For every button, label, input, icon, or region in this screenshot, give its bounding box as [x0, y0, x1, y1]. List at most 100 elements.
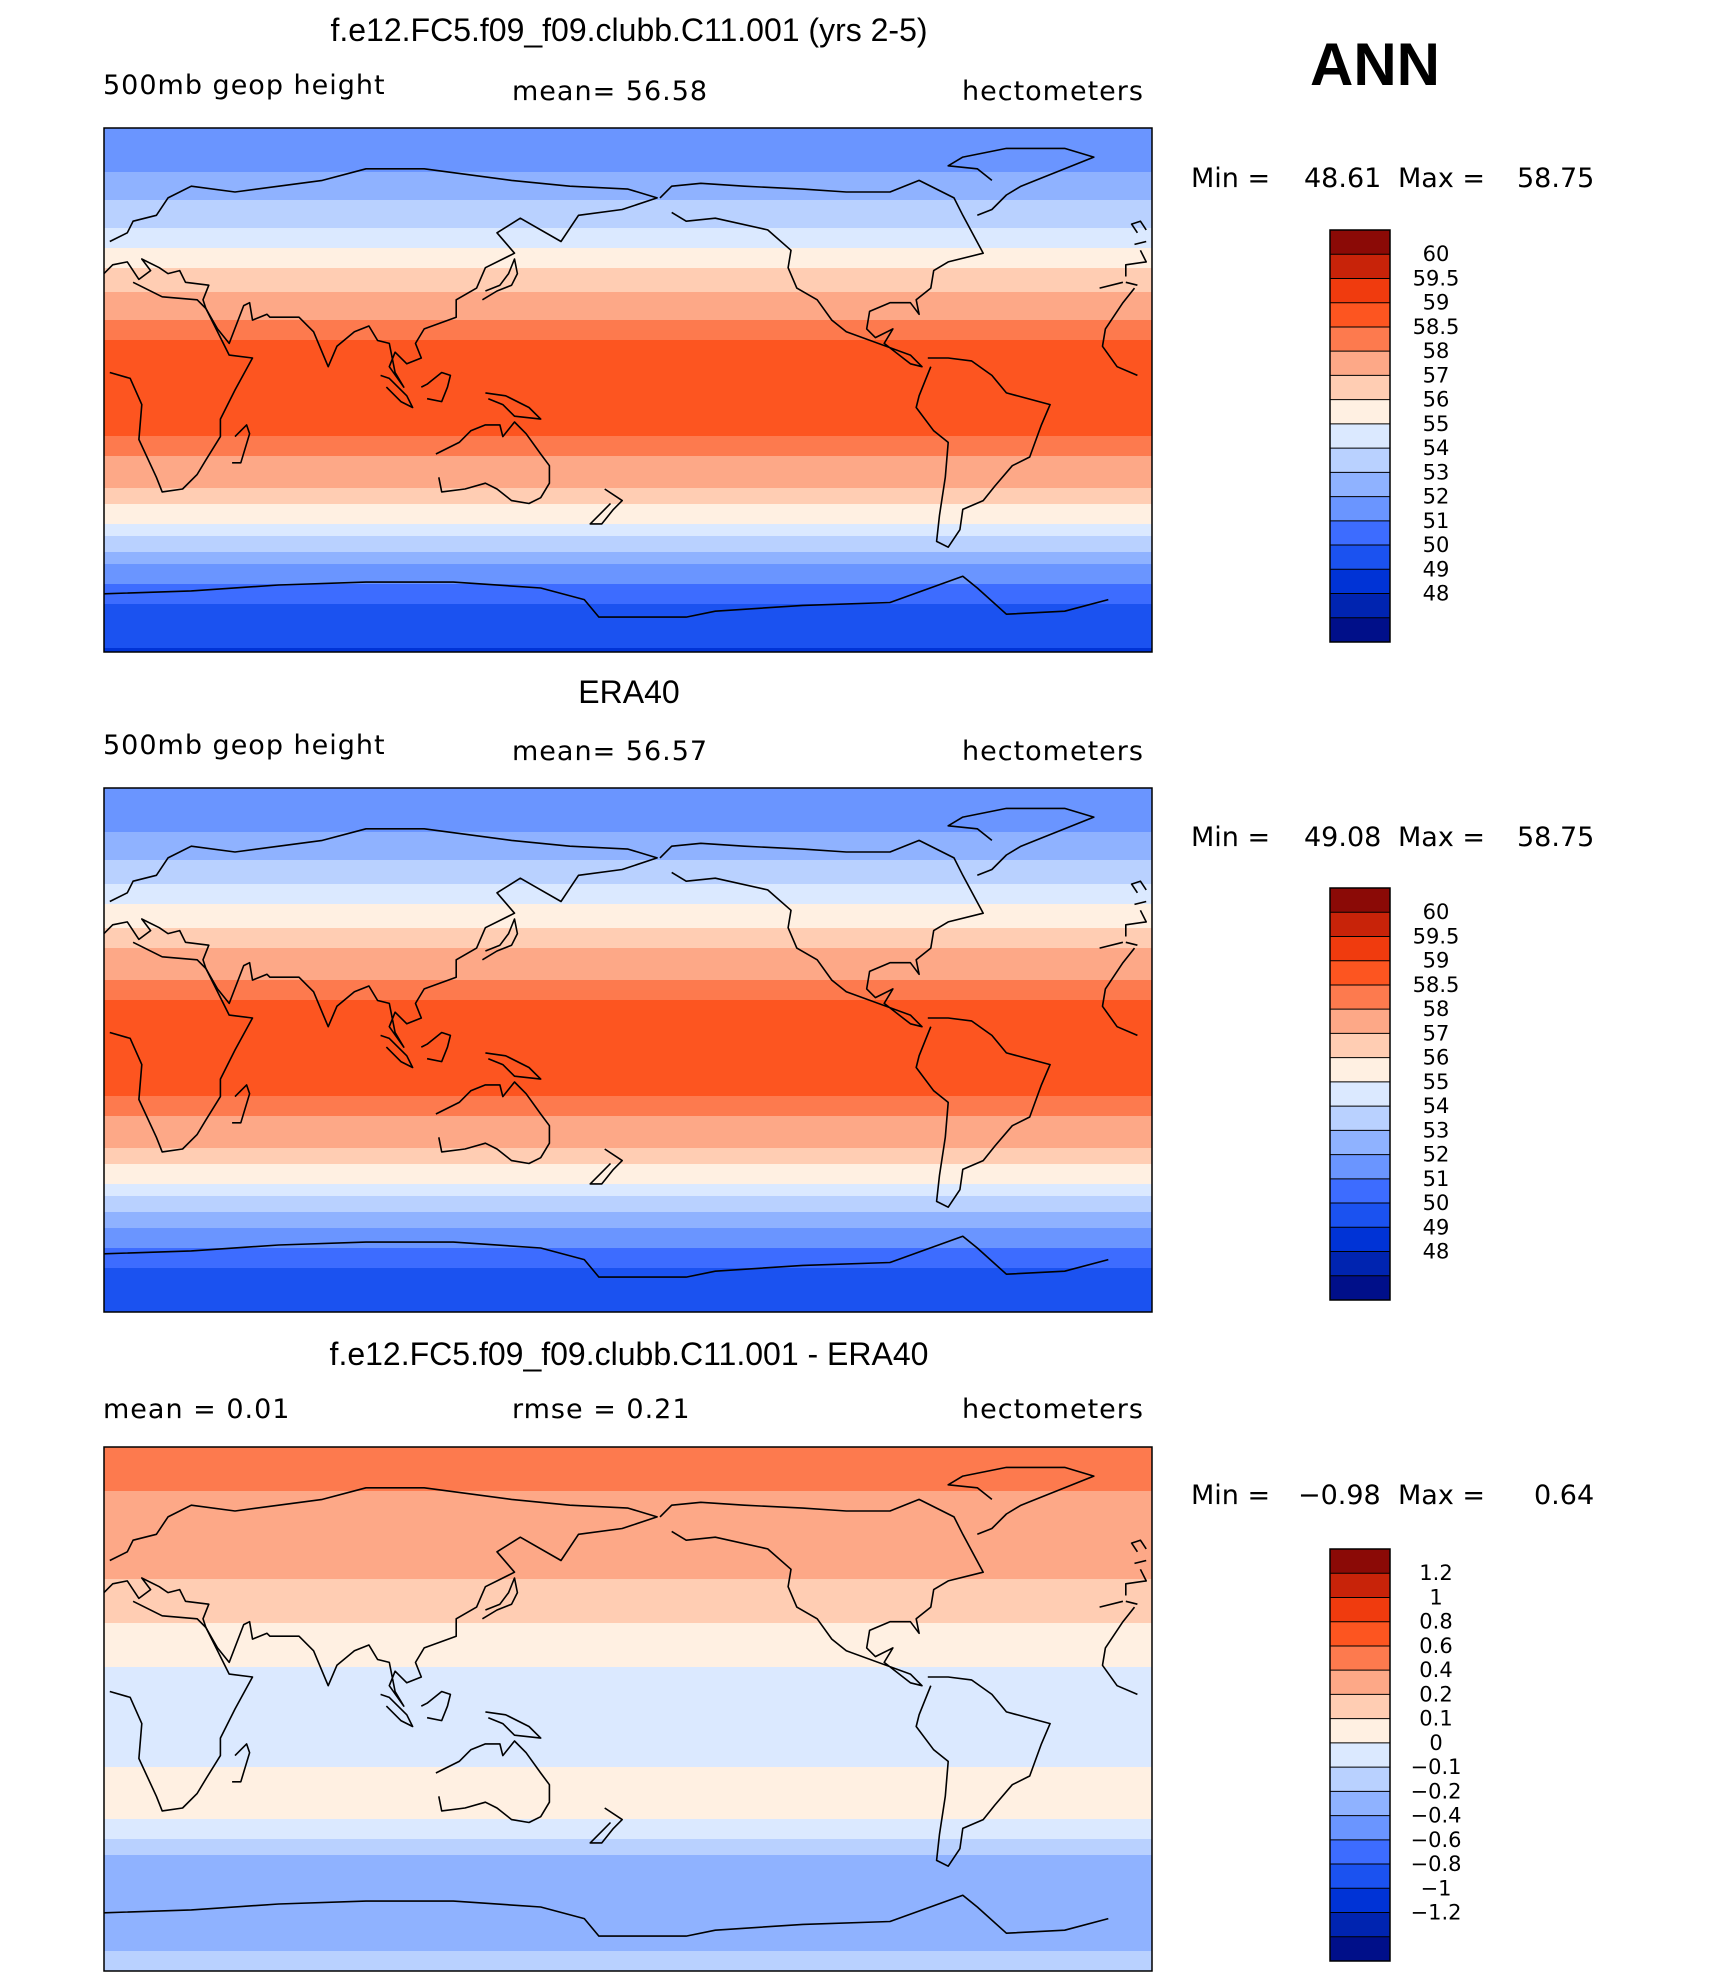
map-band: [104, 1503, 1152, 1508]
map-band: [104, 524, 1152, 529]
map-band: [104, 448, 1152, 453]
map-band: [104, 1851, 1152, 1856]
map-band: [104, 1679, 1152, 1684]
coastline-sumatra: [380, 1693, 414, 1728]
map-band: [104, 896, 1152, 901]
panel-1-variable-label: 500mb geop height: [103, 70, 386, 101]
map-band: [104, 1012, 1152, 1017]
colorbar-swatch: [1330, 1864, 1390, 1889]
colorbar-swatch: [1330, 960, 1390, 986]
map-band: [104, 848, 1152, 853]
map-band: [104, 980, 1152, 985]
colorbar-tick-label: 49: [1423, 557, 1450, 581]
map-band: [104, 864, 1152, 869]
colorbar-swatch: [1330, 936, 1390, 962]
coastline-antarctica: [103, 1894, 1109, 1937]
map-band: [104, 796, 1152, 801]
map-band: [104, 1575, 1152, 1580]
map-band: [104, 596, 1152, 601]
map-band: [104, 144, 1152, 149]
map-band: [104, 1815, 1152, 1820]
map-band: [104, 436, 1152, 441]
map-band: [104, 512, 1152, 517]
colorbar-swatch: [1330, 984, 1390, 1010]
map-band: [104, 948, 1152, 953]
map-band: [104, 968, 1152, 973]
map-band: [104, 1228, 1152, 1233]
map-band: [104, 880, 1152, 885]
coastline-europe-asia: [1125, 941, 1138, 946]
map-band: [104, 824, 1152, 829]
map-band: [104, 1919, 1152, 1924]
map-band: [104, 136, 1152, 141]
colorbar-swatch: [1330, 1839, 1390, 1865]
coastline-uk: [1130, 220, 1147, 234]
colorbar-swatch: [1330, 1573, 1390, 1598]
colorbar-swatch: [1330, 448, 1390, 473]
map-band: [104, 1248, 1152, 1253]
coastline-africa: [109, 1600, 254, 1812]
map-band: [104, 532, 1152, 537]
map-band: [104, 1711, 1152, 1716]
map-band: [104, 1647, 1152, 1652]
map-band: [104, 276, 1152, 281]
map-band: [104, 1947, 1152, 1952]
map-band: [104, 164, 1152, 169]
panel-1-max-value: 58.75: [1517, 163, 1595, 194]
map-band: [104, 1020, 1152, 1025]
panel-3-max-value: 0.64: [1534, 1480, 1595, 1511]
map-band: [104, 1583, 1152, 1588]
colorbar-swatch: [1330, 1130, 1390, 1155]
colorbar-frame: [1329, 229, 1391, 643]
map-band: [104, 432, 1152, 437]
map-band: [104, 268, 1152, 273]
colorbar-swatch: [1330, 912, 1390, 937]
map-band: [104, 800, 1152, 805]
map-band: [104, 1907, 1152, 1912]
colorbar-swatch: [1330, 472, 1390, 497]
map-band: [104, 1128, 1152, 1133]
colorbar-swatch: [1330, 593, 1390, 619]
map-band: [104, 1747, 1152, 1752]
map-band: [104, 852, 1152, 857]
map-band: [104, 1080, 1152, 1085]
map-band: [104, 1304, 1152, 1309]
map-band: [104, 1935, 1152, 1940]
map-band: [104, 1200, 1152, 1205]
map-band: [104, 1455, 1152, 1460]
map-band: [104, 1787, 1152, 1792]
map-band: [104, 236, 1152, 241]
coastline-south-america: [915, 1676, 1051, 1867]
map-band: [104, 1487, 1152, 1492]
map-band: [104, 916, 1152, 921]
map-band: [104, 396, 1152, 401]
coastline-new-guinea: [485, 1052, 542, 1080]
colorbar-swatch: [1330, 1888, 1390, 1913]
map-band: [104, 636, 1152, 641]
map-band: [104, 384, 1152, 389]
panel-1-title: f.e12.FC5.f09_f09.clubb.C11.001 (yrs 2-5…: [330, 12, 928, 48]
map-band: [104, 1244, 1152, 1249]
map-band: [104, 1519, 1152, 1524]
map-band: [104, 1208, 1152, 1213]
map-band: [104, 420, 1152, 425]
map-band: [104, 856, 1152, 861]
map-band: [104, 1268, 1152, 1273]
map-band: [104, 464, 1152, 469]
coastline-south-america: [915, 357, 1051, 548]
panel-1-max-label: Max =: [1398, 163, 1486, 194]
map-band: [104, 168, 1152, 173]
map-band: [104, 1627, 1152, 1632]
map-band: [104, 1691, 1152, 1696]
map-band: [104, 1779, 1152, 1784]
colorbar-swatch: [1330, 1912, 1390, 1938]
map-band: [104, 244, 1152, 249]
coastline-madagascar: [232, 1743, 251, 1783]
map-band: [104, 1164, 1152, 1169]
map-band: [104, 308, 1152, 313]
colorbar-swatch: [1330, 1791, 1390, 1816]
map-band: [104, 1088, 1152, 1093]
map-band: [104, 1759, 1152, 1764]
coastline-africa: [1101, 1606, 1138, 1696]
